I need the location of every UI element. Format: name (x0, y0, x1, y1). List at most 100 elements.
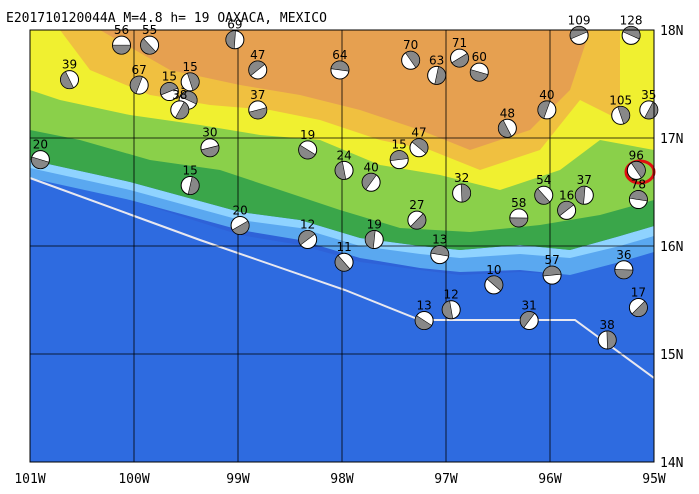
focal-mechanism: 19 (298, 128, 318, 160)
depth-label: 60 (472, 50, 487, 64)
focal-mechanism: 12 (441, 288, 461, 320)
compression-quadrant (411, 138, 429, 154)
map-frame (29, 29, 655, 463)
focal-mechanism: 31 (519, 299, 539, 331)
focal-mechanism: 24 (334, 148, 354, 180)
focal-mechanism: 63 (427, 53, 447, 85)
focal-mechanism: 20 (230, 203, 250, 235)
focal-mechanism: 20 (30, 138, 50, 170)
focal-mechanism: 15 (180, 164, 200, 196)
compression-quadrant (470, 69, 489, 82)
focal-mechanism: 15 (389, 138, 409, 170)
compression-quadrant (225, 30, 236, 50)
compression-quadrant (112, 44, 131, 55)
depth-label: 109 (568, 13, 591, 27)
depth-label: 12 (444, 288, 459, 302)
compression-quadrant (179, 90, 198, 105)
depth-label: 32 (454, 171, 469, 185)
depth-label: 12 (300, 218, 315, 232)
depth-label: 15 (392, 138, 407, 152)
focal-mechanism: 78 (628, 178, 648, 210)
focal-mechanism: 37 (574, 173, 594, 205)
x-tick-label: 101W (14, 472, 45, 487)
focal-mechanism: 40 (537, 88, 557, 120)
compression-quadrant (498, 119, 512, 138)
compression-quadrant (460, 183, 471, 203)
x-tick-label: 99W (226, 472, 250, 487)
focal-mechanism: 105 (609, 93, 632, 125)
compression-quadrant (361, 173, 377, 190)
events: 56 55 69 47 64 70 63 71 60 48 40 109 128 105 35 37 19 24 4… (30, 13, 659, 350)
compression-quadrant (187, 176, 200, 195)
depth-label: 24 (336, 148, 351, 162)
depth-label: 37 (250, 88, 265, 102)
depth-label: 47 (250, 48, 265, 62)
focal-mechanism: 35 (639, 88, 659, 120)
focal-mechanism: 55 (140, 23, 160, 55)
compression-quadrant (631, 300, 648, 317)
compression-quadrant (298, 144, 316, 160)
compression-quadrant (434, 66, 446, 85)
focal-mechanism: 57 (542, 253, 562, 285)
y-tick-label: 18N (660, 24, 683, 39)
compression-quadrant (629, 190, 648, 202)
compression-quadrant (630, 161, 646, 179)
compression-quadrant (451, 53, 469, 68)
compression-quadrant (174, 101, 190, 120)
compression-quadrant (60, 71, 74, 89)
depth-label: 13 (417, 299, 432, 313)
depth-label: 10 (486, 263, 501, 277)
compression-quadrant (334, 254, 351, 272)
focal-mechanism: 58 (509, 196, 529, 228)
depth-label: 13 (432, 233, 447, 247)
compression-quadrant (537, 100, 551, 119)
depth-label: 36 (616, 248, 631, 262)
focal-mechanism: 48 (497, 106, 517, 138)
compression-quadrant (140, 38, 157, 55)
depth-label: 54 (536, 173, 551, 187)
compression-quadrant (557, 201, 575, 217)
focal-mechanism: 70 (401, 38, 421, 70)
map-title: E201710120044A M=4.8 h= 19 OAXACA, MEXIC… (6, 11, 327, 26)
focal-mechanism: 13 (430, 233, 450, 265)
compression-quadrant (542, 265, 562, 277)
compression-quadrant (575, 185, 586, 205)
depth-label: 11 (336, 240, 351, 254)
focal-mechanism: 15 (159, 70, 179, 102)
compression-quadrant (430, 245, 450, 257)
depth-label: 38 (600, 318, 615, 332)
focal-mechanism: 32 (452, 171, 472, 203)
x-tick-label: 97W (434, 472, 458, 487)
depth-label: 105 (609, 93, 632, 107)
focal-mechanism: 16 (557, 188, 577, 220)
depth-label: 70 (403, 38, 418, 52)
x-tick-label: 96W (538, 472, 562, 487)
depth-label: 19 (367, 218, 382, 232)
y-tick-label: 15N (660, 348, 683, 363)
focal-mechanism: 38 (597, 318, 617, 350)
focal-mechanism: 128 (620, 13, 643, 45)
compression-quadrant (31, 156, 50, 169)
compression-quadrant (248, 60, 266, 77)
compression-quadrant (509, 217, 529, 228)
focal-mechanism: 60 (469, 50, 489, 82)
depth-label: 78 (631, 178, 646, 192)
focal-mechanism: 67 (129, 63, 149, 95)
focal-mechanism: 12 (298, 218, 318, 250)
depth-label: 64 (332, 48, 347, 62)
depth-label: 38 (172, 88, 187, 102)
depth-label: 63 (429, 53, 444, 67)
focal-mechanism: 54 (534, 173, 554, 205)
compression-quadrant (486, 275, 504, 292)
x-tick-label: 100W (118, 472, 149, 487)
compression-quadrant (614, 269, 634, 280)
depth-label: 58 (511, 196, 526, 210)
depth-label: 17 (631, 286, 646, 300)
focal-mechanism: 27 (407, 198, 427, 230)
depth-label: 31 (522, 299, 537, 313)
focal-mechanism: 109 (568, 13, 591, 45)
depth-label: 20 (33, 138, 48, 152)
compression-quadrant (248, 107, 268, 120)
focal-mechanism: 40 (361, 160, 381, 192)
